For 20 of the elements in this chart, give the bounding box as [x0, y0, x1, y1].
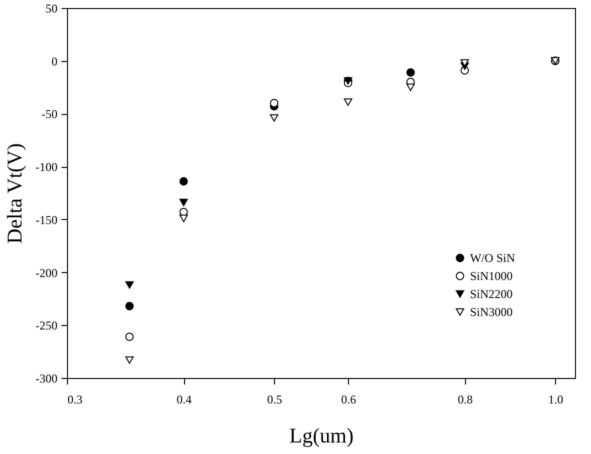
y-tick-label: -300 — [36, 372, 58, 386]
x-tick-label: 0.6 — [341, 392, 356, 406]
y-tick-label: -150 — [36, 212, 58, 227]
legend-label: SiN2200 — [470, 287, 513, 301]
x-tick-label: 0.8 — [458, 392, 473, 406]
y-tick-label: -250 — [36, 318, 58, 333]
y-tick-label: -200 — [36, 266, 58, 280]
y-axis-title: Delta Vt(V) — [2, 143, 27, 244]
x-tick-label: 0.3 — [68, 392, 82, 406]
x-axis-title: Lg(um) — [289, 424, 354, 448]
y-tick-label: 0 — [52, 54, 58, 68]
y-tick-label: -50 — [42, 107, 58, 122]
y-tick-label: 50 — [46, 2, 58, 16]
x-tick-label: 0.4 — [176, 392, 192, 406]
x-tick-label: 1.0 — [548, 392, 564, 406]
legend-label: SiN1000 — [470, 269, 513, 283]
legend-label: W/O SiN — [470, 251, 516, 265]
legend-label: SiN3000 — [470, 305, 513, 319]
y-tick-label: -100 — [36, 160, 58, 174]
x-tick-label: 0.5 — [267, 392, 282, 406]
